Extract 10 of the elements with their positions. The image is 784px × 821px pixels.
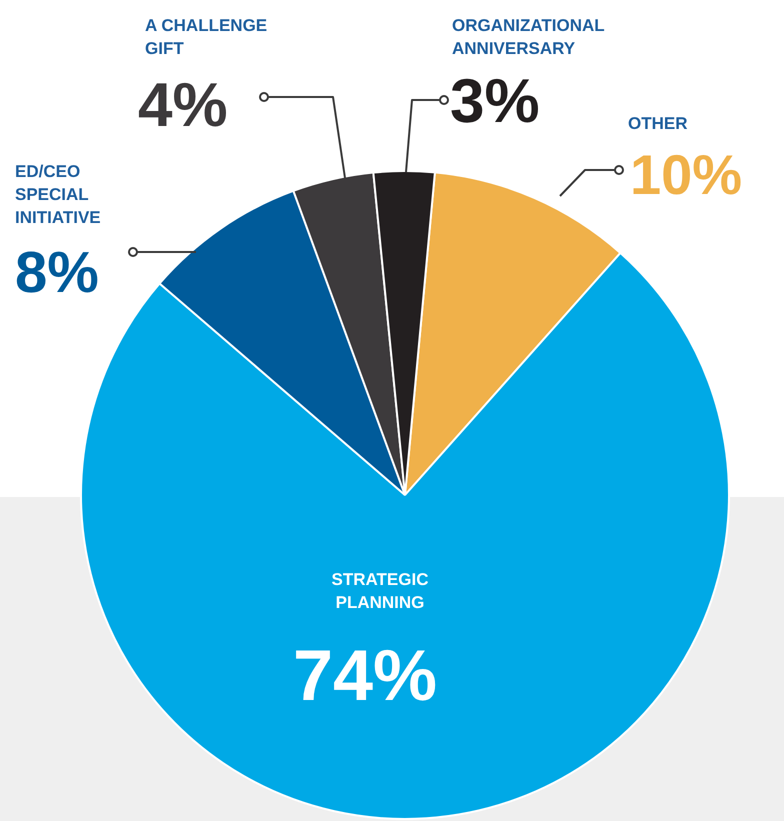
slice-label: OTHER: [628, 114, 688, 134]
data-label: 74%: [292, 636, 438, 716]
slice-label: ED/CEO SPECIAL INITIATIVE: [15, 162, 101, 228]
data-label: 10%: [630, 143, 742, 206]
data-label: 4%: [138, 71, 228, 140]
slice-label: ORGANIZATIONAL ANNIVERSARY: [452, 16, 605, 58]
data-label: 8%: [15, 240, 99, 305]
slice-label: A CHALLENGE GIFT: [145, 16, 268, 58]
slice-label: STRATEGIC PLANNING: [332, 570, 428, 612]
data-label: 3%: [450, 67, 540, 136]
